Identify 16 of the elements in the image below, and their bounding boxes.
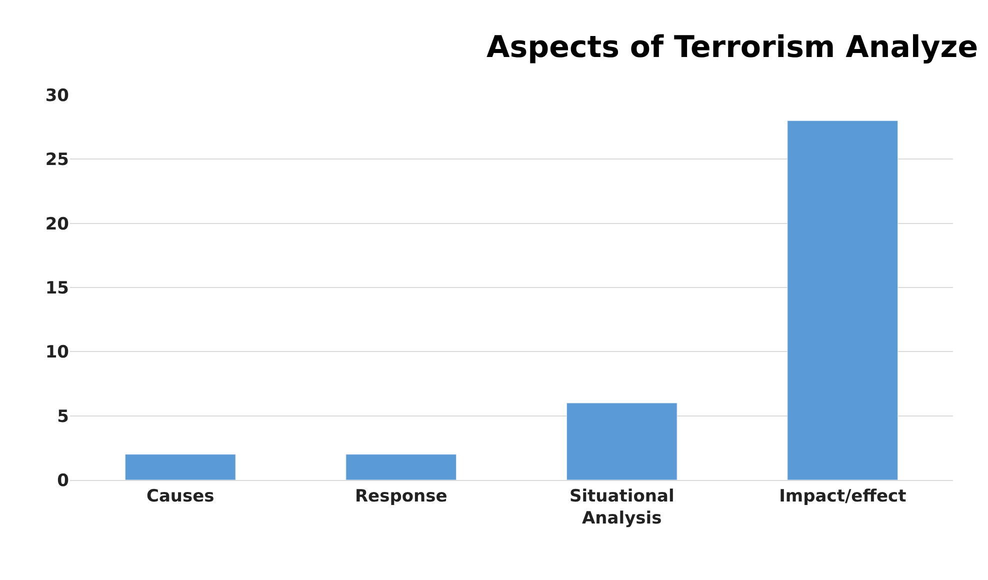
bar	[787, 120, 898, 480]
y-tick-label: 0	[57, 470, 70, 491]
bar	[124, 454, 236, 480]
x-tick-label: Situational Analysis	[569, 486, 674, 528]
chart-title: Aspects of Terrorism Analyze	[486, 30, 978, 65]
y-tick-label: 30	[45, 86, 70, 106]
bar	[566, 402, 678, 480]
y-tick-label: 20	[45, 214, 70, 234]
x-tick-label: Response	[354, 486, 448, 506]
bar	[346, 454, 457, 480]
x-tick-label: Impact/effect	[779, 486, 906, 506]
y-tick-label: 5	[57, 406, 69, 427]
x-tick-label: Causes	[146, 486, 214, 506]
y-tick-label: 15	[45, 278, 69, 298]
y-tick-label: 10	[45, 342, 70, 363]
y-tick-label: 25	[45, 150, 69, 170]
